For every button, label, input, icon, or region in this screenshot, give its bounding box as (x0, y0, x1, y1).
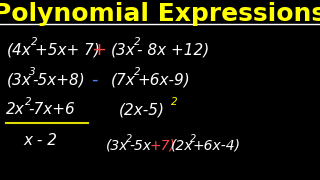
Text: -7x+6: -7x+6 (28, 102, 75, 117)
Text: +7): +7) (150, 139, 176, 153)
Text: -5x+8): -5x+8) (33, 73, 85, 88)
Text: 2: 2 (134, 37, 140, 47)
Text: 2: 2 (25, 97, 32, 107)
Text: x - 2: x - 2 (23, 133, 57, 148)
Text: 2: 2 (126, 134, 132, 145)
Text: (3x: (3x (6, 73, 31, 88)
Text: 2: 2 (31, 37, 38, 47)
Text: Polynomial Expressions: Polynomial Expressions (0, 1, 320, 26)
Text: -5x: -5x (129, 139, 151, 153)
Text: -: - (91, 71, 98, 89)
Text: (4x: (4x (6, 43, 31, 58)
Text: (7x: (7x (110, 73, 135, 88)
Text: (2x: (2x (171, 139, 194, 153)
Text: +: + (91, 41, 106, 59)
Text: - 8x +12): - 8x +12) (137, 43, 209, 58)
Text: 2: 2 (134, 67, 140, 77)
Text: +5x+ 7): +5x+ 7) (35, 43, 100, 58)
Text: 2: 2 (190, 134, 196, 145)
Text: (3x: (3x (110, 43, 135, 58)
Text: (2x-5): (2x-5) (118, 102, 164, 117)
Text: 3: 3 (29, 67, 36, 77)
Text: 2x: 2x (6, 102, 25, 117)
Text: +6x-9): +6x-9) (137, 73, 190, 88)
Text: (3x: (3x (106, 139, 128, 153)
Text: +6x-4): +6x-4) (193, 139, 241, 153)
Text: 2: 2 (171, 97, 178, 107)
